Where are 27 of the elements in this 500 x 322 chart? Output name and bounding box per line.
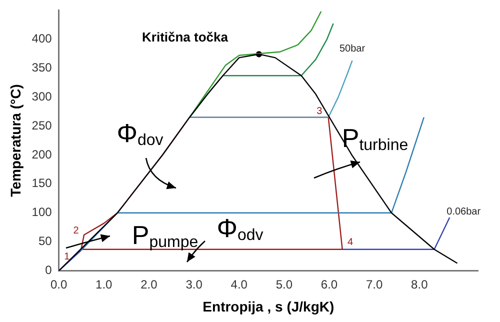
y-tick-label: 400	[32, 31, 52, 46]
x-tick-label: 3.0	[186, 277, 203, 292]
y-tick-label: 200	[32, 147, 52, 162]
y-tick-label: 100	[32, 205, 52, 220]
x-tick-label: 1.0	[96, 277, 113, 292]
y-tick-label: 250	[32, 118, 52, 132]
annotation: 2	[73, 226, 80, 237]
annotation: 4	[348, 237, 354, 248]
x-tick-label: 7.0	[366, 277, 383, 292]
annotation: 50bar	[339, 43, 366, 54]
annotation: 3	[316, 106, 323, 118]
annotation: 0.06bar	[446, 206, 482, 218]
x-tick-label: 4.0	[230, 277, 248, 292]
y-tick-label: 50	[38, 234, 52, 248]
y-tick-label: 0	[45, 263, 52, 278]
y-axis-title: Temperatura (°C)	[7, 84, 24, 197]
y-tick-label: 150	[32, 176, 52, 190]
annotation: 1	[64, 251, 70, 262]
x-tick-label: 2.0	[140, 277, 158, 292]
x-axis-title: Entropija , s (J/kgK)	[202, 298, 334, 314]
y-tick-label: 300	[32, 89, 52, 104]
x-tick-label: 6.0	[320, 277, 338, 292]
annotation: Kritična točka	[142, 30, 229, 45]
y-tick-label: 350	[32, 60, 52, 74]
x-tick-label: 5.0	[276, 277, 293, 292]
x-tick-label: 0.0	[50, 277, 68, 292]
x-tick-label: 8.0	[411, 277, 428, 292]
